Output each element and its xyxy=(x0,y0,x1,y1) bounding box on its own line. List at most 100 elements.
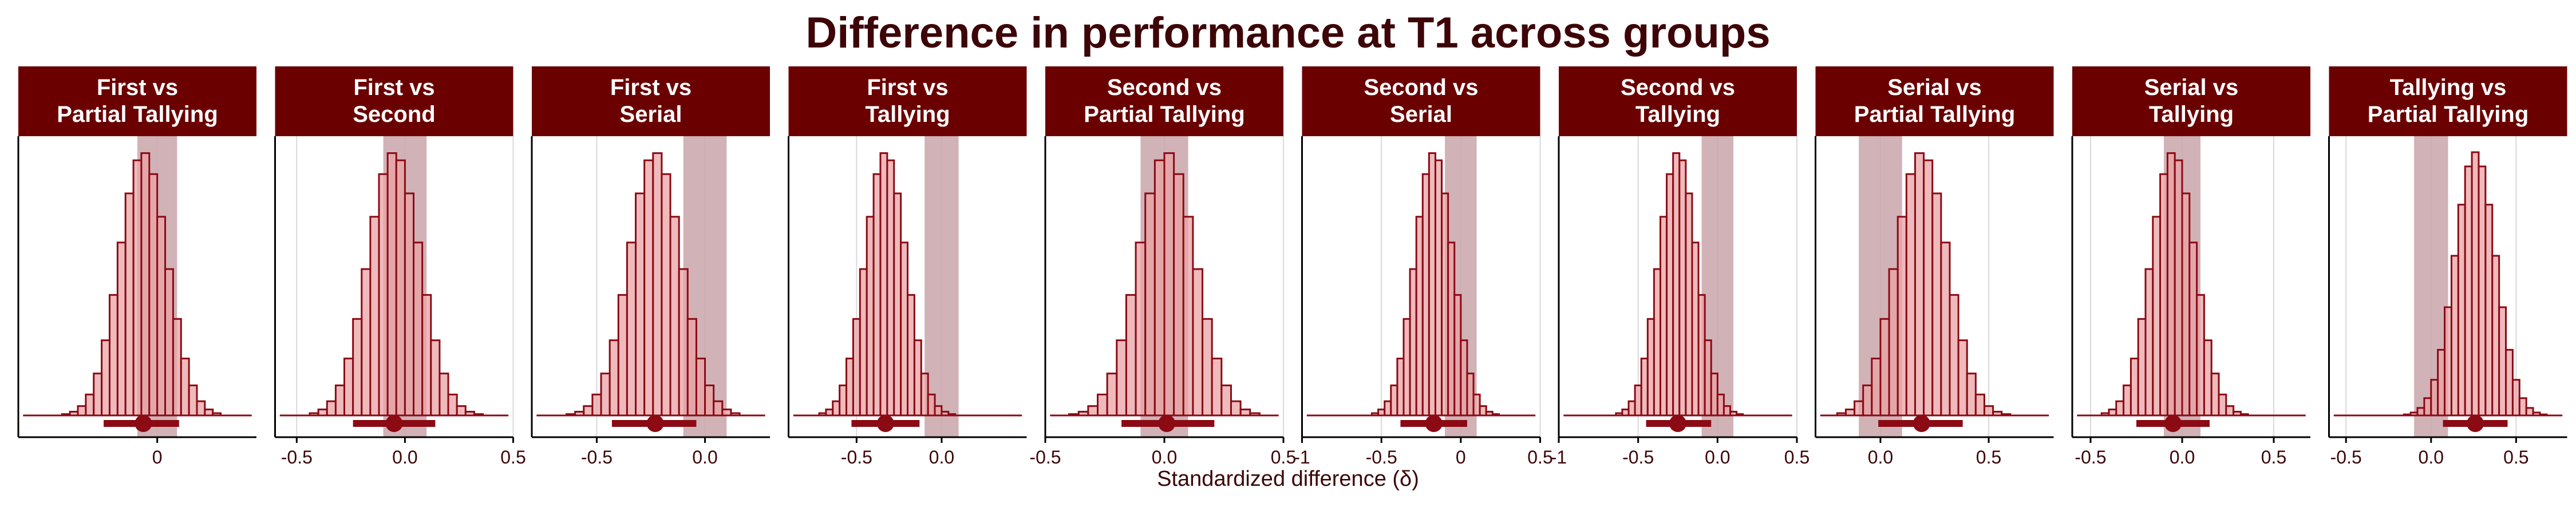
x-tick-label: 0.0 xyxy=(392,447,417,468)
histogram-bar xyxy=(2457,204,2466,417)
facet-title-line2: Tallying xyxy=(865,102,950,127)
x-tick-label: -0.5 xyxy=(2330,447,2362,468)
facet-strip xyxy=(1045,66,1283,136)
histogram-bar xyxy=(1716,393,1725,417)
histogram-bar xyxy=(839,384,848,417)
histogram-bar xyxy=(886,159,895,417)
facet-title-line2: Serial xyxy=(1390,102,1452,127)
histogram-bar xyxy=(188,384,198,417)
histogram-bar xyxy=(1879,318,1890,417)
histogram-bar xyxy=(1173,173,1184,417)
facet-title-line1: Tallying vs xyxy=(2390,75,2507,100)
histogram-bar xyxy=(591,393,602,417)
histogram-bar xyxy=(1697,294,1706,417)
histogram-bar xyxy=(600,373,611,417)
histogram-bar xyxy=(404,192,415,417)
histogram-bar xyxy=(643,159,654,417)
histogram-bar xyxy=(1479,405,1487,417)
histogram-bar xyxy=(2437,348,2446,417)
histogram-bar xyxy=(1621,409,1630,417)
histogram-bar xyxy=(1966,373,1977,417)
histogram-bar xyxy=(907,294,915,417)
facet-title-line2: Tallying xyxy=(2149,102,2234,127)
histogram-bar xyxy=(1192,268,1204,417)
rope-region xyxy=(924,136,959,437)
histogram-bar xyxy=(635,192,646,417)
x-tick-label: 0.0 xyxy=(2419,447,2444,468)
histogram-bar xyxy=(2471,151,2480,417)
histogram-bar xyxy=(669,216,680,417)
histogram-bar xyxy=(1434,159,1443,417)
histogram-bar xyxy=(1627,400,1636,417)
histogram-bar xyxy=(1659,216,1668,417)
facet-title-line2: Serial xyxy=(620,102,682,127)
histogram-bar xyxy=(140,152,151,417)
histogram-bar xyxy=(124,192,135,417)
x-tick-label: 0.0 xyxy=(1152,447,1177,468)
x-tick-label: 0 xyxy=(1456,447,1466,468)
facet-strip xyxy=(275,66,513,136)
histogram-bar xyxy=(1472,393,1481,417)
x-tick-label: 0.5 xyxy=(2261,447,2286,468)
histogram-bar xyxy=(413,241,424,417)
histogram-bar xyxy=(2484,204,2494,417)
histogram-bar xyxy=(317,409,328,417)
histogram-bar xyxy=(1116,339,1127,417)
histogram-bar xyxy=(1466,373,1475,417)
histogram-bar xyxy=(395,159,406,417)
histogram-bar xyxy=(832,400,841,417)
x-axis-label: Standardized difference (δ) xyxy=(1157,467,1419,491)
histogram-bar xyxy=(859,268,868,417)
facet-title-line2: Partial Tallying xyxy=(57,102,218,127)
histogram-bar xyxy=(695,358,706,417)
histogram-bar xyxy=(1897,216,1907,417)
histogram-bar xyxy=(913,339,922,417)
histogram-bar xyxy=(1974,393,1985,417)
histogram-bar xyxy=(1923,159,1934,417)
histogram-bar xyxy=(369,216,380,417)
x-tick-label: 0.5 xyxy=(1976,447,2001,468)
histogram-bar xyxy=(204,409,214,417)
histogram-bar xyxy=(1402,318,1411,417)
histogram-bar xyxy=(456,405,467,417)
x-tick-label: 0.0 xyxy=(1868,447,1893,468)
x-tick-label: -0.5 xyxy=(281,447,313,468)
histogram-bar xyxy=(2464,165,2473,417)
facet-title-line1: Second vs xyxy=(1107,75,1222,100)
histogram-bar xyxy=(2196,294,2205,417)
x-tick-label: 0.5 xyxy=(1271,447,1296,468)
histogram-bar xyxy=(2225,405,2235,417)
histogram-bar xyxy=(1914,152,1925,417)
x-tick-label: 0.5 xyxy=(1784,447,1809,468)
histogram-bar xyxy=(1957,339,1968,417)
histogram-bar xyxy=(1135,241,1147,417)
x-tick-label: 0.5 xyxy=(1527,447,1552,468)
histogram-bar xyxy=(2203,339,2212,417)
x-tick-label: -1 xyxy=(1294,447,1310,468)
histogram-bar xyxy=(430,339,441,417)
histogram-bar xyxy=(2518,397,2527,417)
histogram-bar xyxy=(386,152,397,417)
histogram-bar xyxy=(2159,173,2168,417)
histogram-bar xyxy=(438,373,449,417)
histogram-bar xyxy=(1666,173,1674,417)
x-tick-label: 0.0 xyxy=(929,447,954,468)
histogram-bar xyxy=(2525,407,2534,417)
histogram-bar xyxy=(1685,192,1693,417)
histogram-bar xyxy=(1678,159,1687,417)
facet-title-line1: Serial vs xyxy=(2144,75,2239,100)
facet-title-line2: Tallying xyxy=(1635,102,1720,127)
histogram-bar xyxy=(1421,173,1430,417)
x-tick-label: -0.5 xyxy=(1366,447,1397,468)
facet-title-line2: Partial Tallying xyxy=(1854,102,2016,127)
point-estimate xyxy=(1158,415,1176,432)
x-tick-label: 0.0 xyxy=(692,447,717,468)
histogram-bar xyxy=(108,294,118,417)
facet-strip xyxy=(532,66,770,136)
facet-strip xyxy=(2072,66,2310,136)
x-tick-label: 0.0 xyxy=(1705,447,1730,468)
